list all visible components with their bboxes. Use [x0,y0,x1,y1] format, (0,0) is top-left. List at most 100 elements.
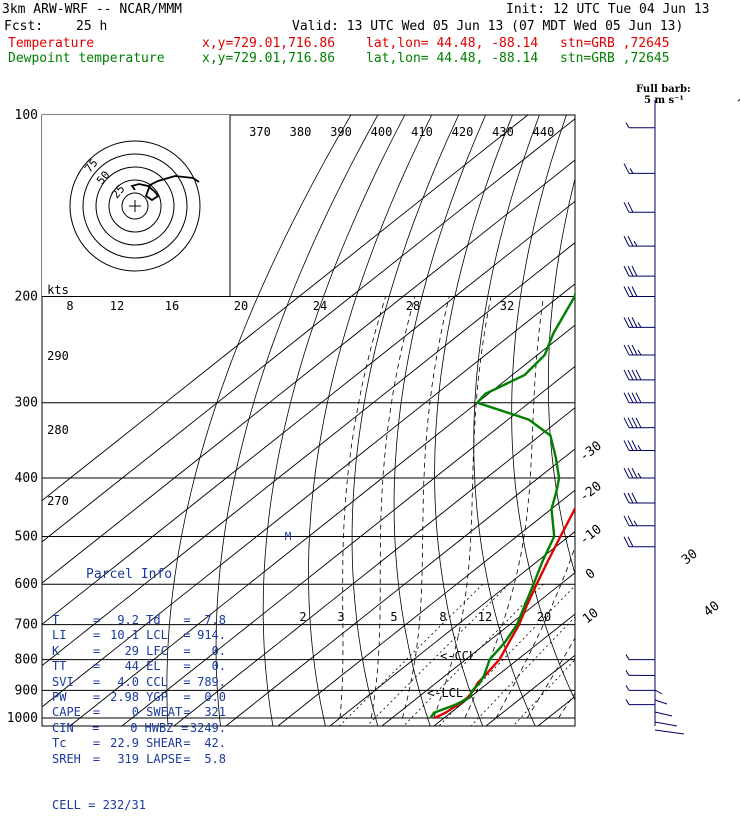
theta-label: 270 [47,494,69,508]
spacer [139,675,146,690]
equals-sign: = [183,644,192,659]
dry-adiabat-line [716,115,740,731]
wind-barb [624,345,655,355]
pressure-tick-label: 200 [15,290,38,305]
parcel-param-value: 29 [104,644,140,659]
equals-sign: = [93,628,104,643]
equals-sign: = [183,613,192,628]
mixing-ratio-label: 20 [537,610,551,624]
mixing-ratio-line [466,584,606,731]
equals-sign: = [93,705,104,720]
mixing-ratio-label: 12 [478,610,492,624]
hodograph-unit-label: kts [47,283,69,297]
spacer [139,736,146,751]
hodograph-speed-label: 28 [406,299,420,313]
parcel-param-name: CIN [42,721,92,736]
equals-sign: = [183,675,192,690]
isotherm-line [168,115,740,731]
parcel-param-name: SREH [42,752,93,767]
equals-sign: = [93,736,104,751]
theta-label: 390 [330,125,352,139]
moist-adiabat-line [558,297,740,719]
pressure-tick-label: 100 [15,108,38,123]
temperature-profile-line [435,115,740,718]
wind-barb [624,418,655,428]
wind-barb-half [626,123,629,128]
theta-label: 430 [492,125,514,139]
parcel-param-value: 0 [104,705,140,720]
dry-adiabat-line [548,115,643,731]
parcel-param-name: PW [42,690,93,705]
wind-barb-half [638,350,641,355]
parcel-param-value: 10.1 [104,628,140,643]
parcel-param-name: SWEAT [146,705,183,720]
parcel-param-value: 2.98 [104,690,140,705]
pressure-tick-label: 900 [15,683,38,698]
equals-sign: = [183,628,192,643]
parcel-param-name: LAPSE [146,752,183,767]
pressure-tick-label: 400 [15,471,38,486]
lcl-marker: <-LCL [427,686,463,700]
theta-label: 380 [290,125,312,139]
wind-barb-half [626,700,629,705]
dry-adiabat-line [309,115,432,731]
wind-barb [626,655,655,660]
wind-barb-half [634,521,637,526]
isotherm-line [272,115,740,731]
wind-barb [624,317,655,327]
equals-sign: = [93,675,104,690]
parcel-param-value: 0. [192,644,226,659]
equals-sign: = [93,752,104,767]
spacer [139,705,146,720]
wind-barb-half [634,241,637,246]
wind-barb [624,516,655,526]
wind-barb [626,685,655,690]
isotherm-label: -30 [577,439,605,465]
wind-barb [624,440,655,450]
wind-barb [624,287,655,297]
isotherm-label: 40 [701,599,723,620]
wind-barb-staff [655,722,677,726]
hodograph-speed-label: 32 [500,299,514,313]
wind-barb-staff [655,712,672,716]
wind-barb-staff [655,730,684,734]
parcel-param-value: 321 [192,705,226,720]
parcel-param-name: LCL [146,628,183,643]
equals-sign: = [181,721,190,736]
wind-barb-half [638,445,641,450]
theta-label: 370 [249,125,271,139]
isotherm-line [584,115,740,731]
spacer [139,690,146,705]
parcel-param-value: 5.8 [192,752,226,767]
pressure-tick-label: 600 [15,577,38,592]
theta-label: 440 [533,125,555,139]
spacer [139,613,146,628]
parcel-param-value: 0.0 [192,690,226,705]
mixing-ratio-label: 3 [337,610,344,624]
pressure-tick-label: 800 [15,653,38,668]
parcel-param-name: K [42,644,93,659]
wind-barb [624,236,655,246]
wind-barb [624,266,655,276]
parcel-param-name: TT [42,659,93,674]
theta-label: 280 [47,423,69,437]
parcel-info-cell: CELL = 232/31 [42,798,226,813]
hodograph-speed-label: 16 [165,299,179,313]
pressure-tick-label: 700 [15,618,38,633]
isotherm-label: -20 [577,479,605,505]
wind-barb [624,202,655,212]
dry-adiabat-line [216,115,378,731]
parcel-param-value: 3249. [190,721,226,736]
parcel-param-name: HWBZ [145,721,182,736]
wind-barb-half [626,685,629,690]
equals-sign: = [92,721,102,736]
parcel-param-value: 44 [104,659,140,674]
parcel-param-name: EL [146,659,183,674]
